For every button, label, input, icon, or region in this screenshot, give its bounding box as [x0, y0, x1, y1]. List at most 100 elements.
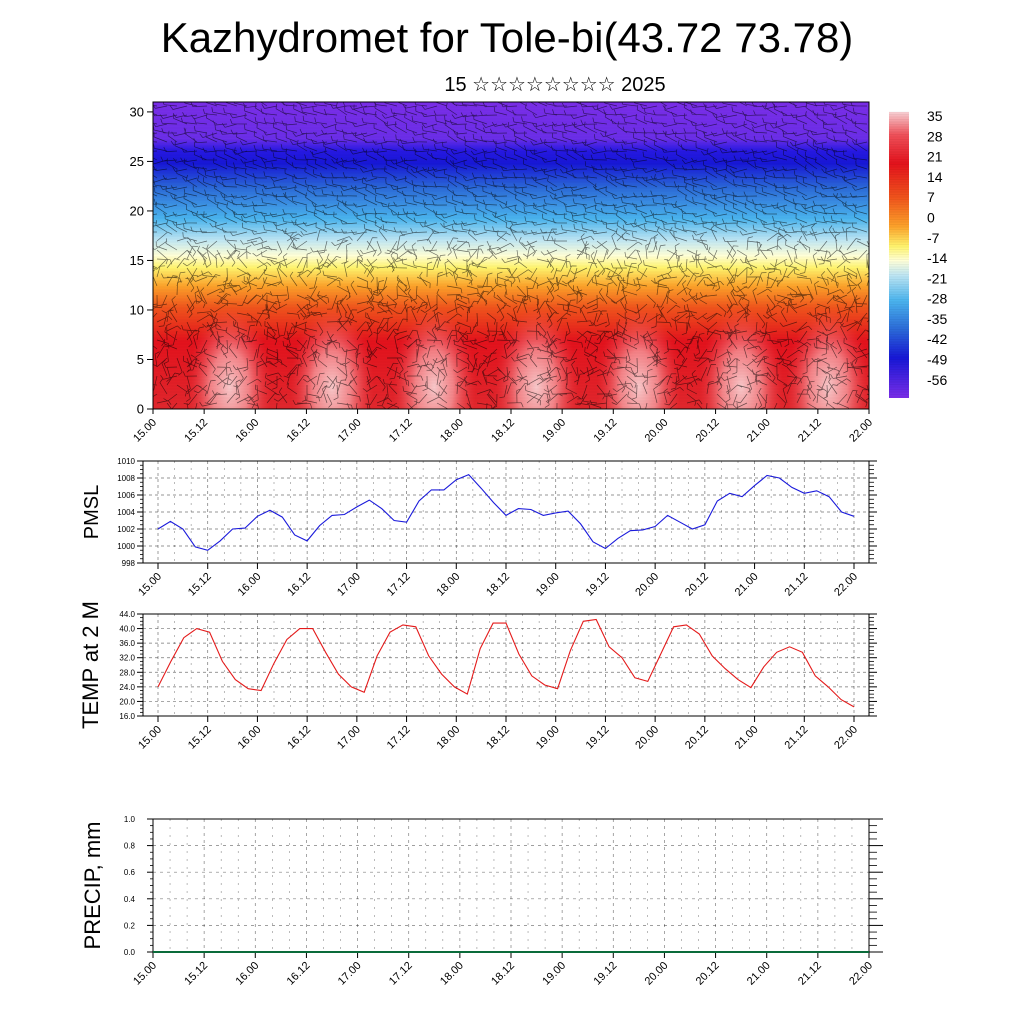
chart-subtitle: 15 ☆☆☆☆☆☆☆☆ 2025 — [444, 74, 666, 96]
x-tick-label: 19.00 — [540, 960, 568, 988]
pmsl-panel: 15.00 15.12 16.00 16.12 17.00 17.12 18.00 18.12… — [81, 457, 877, 599]
y-tick-label: 20 — [130, 203, 144, 218]
x-tick-label: 18.00 — [434, 571, 462, 599]
y-tick-label: 0.6 — [124, 868, 136, 877]
x-tick-label: 17.00 — [336, 417, 364, 445]
y-tick-label: 36.0 — [119, 639, 135, 648]
x-tick-label: 21.00 — [733, 724, 761, 752]
x-tick-label: 16.12 — [285, 724, 313, 752]
y-tick-label: 0.2 — [124, 921, 136, 930]
y-axis-label: PMSL — [81, 485, 103, 539]
x-tick-label: 16.00 — [233, 960, 261, 988]
x-tick-label: 15.12 — [186, 724, 214, 752]
temp-panel: 15.00 15.12 16.00 16.12 17.00 17.12 18.00 18.12… — [78, 601, 877, 752]
x-tick-label: 16.12 — [285, 960, 313, 988]
chart-title: Kazhydromet for Tole-bi(43.72 73.78) — [160, 14, 854, 61]
x-tick-label: 21.00 — [745, 417, 773, 445]
colorbar-label: 7 — [927, 189, 935, 205]
wind-barb-field — [153, 102, 869, 409]
y-tick-label: 24.0 — [119, 683, 135, 692]
y-tick-label: 998 — [122, 559, 136, 568]
wind-barbs — [153, 102, 869, 409]
x-tick-label: 20.00 — [643, 960, 671, 988]
x-tick-label: 20.00 — [633, 571, 661, 599]
x-tick-label: 20.12 — [683, 571, 711, 599]
colorbar: 35 28 21 14 7 0 -7 -14 -21 -28 -35 -42 -49 -56 — [889, 108, 947, 398]
precip-panel: 15.00 15.12 16.00 16.12 17.00 17.12 18.00 18.12… — [80, 815, 883, 988]
x-tick-label: 16.12 — [285, 571, 313, 599]
heat-spot — [699, 299, 784, 409]
x-tick-label: 18.12 — [489, 417, 517, 445]
y-tick-label: 16.0 — [119, 712, 135, 721]
colorbar-label: 28 — [927, 128, 943, 144]
cross-section-panel: 0 5 10 15 20 25 30 15.00 15.12 16.00 16.12 17.00 17… — [130, 101, 875, 445]
x-tick-label: 17.12 — [387, 960, 415, 988]
x-tick-label: 16.00 — [236, 571, 264, 599]
x-tick-label: 21.00 — [745, 960, 773, 988]
colorbar-label: 35 — [927, 108, 943, 124]
y-tick-label: 30 — [130, 104, 144, 119]
x-tick-label: 20.12 — [694, 417, 722, 445]
x-tick-label: 15.12 — [182, 417, 210, 445]
y-tick-label: 1004 — [117, 508, 135, 517]
x-tick-label: 20.00 — [643, 417, 671, 445]
series-line — [157, 473, 855, 551]
series-line — [157, 618, 855, 708]
x-tick-label: 21.00 — [733, 571, 761, 599]
heat-spot — [187, 299, 272, 409]
y-tick-label: 28.0 — [119, 668, 135, 677]
x-tick-label: 15.12 — [186, 571, 214, 599]
y-tick-label: 10 — [130, 302, 144, 317]
colorbar-labels: 35 28 21 14 7 0 -7 -14 -21 -28 -35 -42 -49 -56 — [927, 108, 947, 388]
x-tick-label: 19.12 — [591, 417, 619, 445]
colorbar-label: -35 — [927, 311, 947, 327]
y-tick-label: 0.0 — [124, 948, 136, 957]
x-tick-label: 18.00 — [438, 417, 466, 445]
colorbar-label: 14 — [927, 169, 943, 185]
y-tick-label: 25 — [130, 154, 144, 169]
colorbar-bands — [889, 111, 909, 398]
x-tick-label: 22.00 — [832, 571, 860, 599]
x-tick-label: 19.12 — [591, 960, 619, 988]
colorbar-label: -42 — [927, 331, 947, 347]
x-tick-label: 17.00 — [335, 571, 363, 599]
x-tick-label: 16.00 — [236, 724, 264, 752]
x-tick-label: 19.00 — [534, 571, 562, 599]
x-tick-label: 20.00 — [633, 724, 661, 752]
y-tick-label: 1.0 — [124, 815, 136, 824]
x-tick-label: 16.12 — [285, 417, 313, 445]
y-tick-label: 15 — [130, 253, 144, 268]
x-tick-label: 21.12 — [782, 724, 810, 752]
y-tick-label: 1006 — [117, 491, 135, 500]
x-tick-label: 18.00 — [434, 724, 462, 752]
heat-spot — [596, 299, 681, 409]
x-tick-label: 21.12 — [782, 571, 810, 599]
colorbar-label: -7 — [927, 230, 940, 246]
x-tick-label: 18.12 — [484, 724, 512, 752]
x-tick-label: 19.12 — [584, 724, 612, 752]
y-tick-label: 1008 — [117, 474, 135, 483]
heat-spot — [290, 299, 374, 409]
y-tick-label: 44.0 — [119, 610, 135, 619]
x-tick-label: 15.00 — [131, 417, 159, 445]
x-tick-label: 17.12 — [385, 571, 413, 599]
y-tick-label: 0 — [137, 402, 144, 417]
x-tick-label: 16.00 — [233, 417, 261, 445]
x-tick-label: 21.12 — [796, 960, 824, 988]
cross-section-x-axis: 15.00 15.12 16.00 16.12 17.00 17.12 18.00 18.12… — [131, 409, 875, 445]
colorbar-label: -56 — [927, 372, 947, 388]
y-tick-label: 0.8 — [124, 842, 136, 851]
y-tick-label: 0.4 — [124, 895, 136, 904]
x-tick-label: 22.00 — [847, 417, 875, 445]
colorbar-label: -14 — [927, 250, 947, 266]
x-tick-label: 21.12 — [796, 417, 824, 445]
surface-heat-spots — [153, 103, 869, 409]
x-tick-label: 22.00 — [847, 960, 875, 988]
x-tick-label: 18.12 — [489, 960, 517, 988]
x-tick-label: 18.00 — [438, 960, 466, 988]
y-tick-label: 1002 — [117, 525, 135, 534]
y-tick-label: 40.0 — [119, 625, 135, 634]
y-tick-label: 32.0 — [119, 654, 135, 663]
colorbar-label: -21 — [927, 270, 947, 286]
